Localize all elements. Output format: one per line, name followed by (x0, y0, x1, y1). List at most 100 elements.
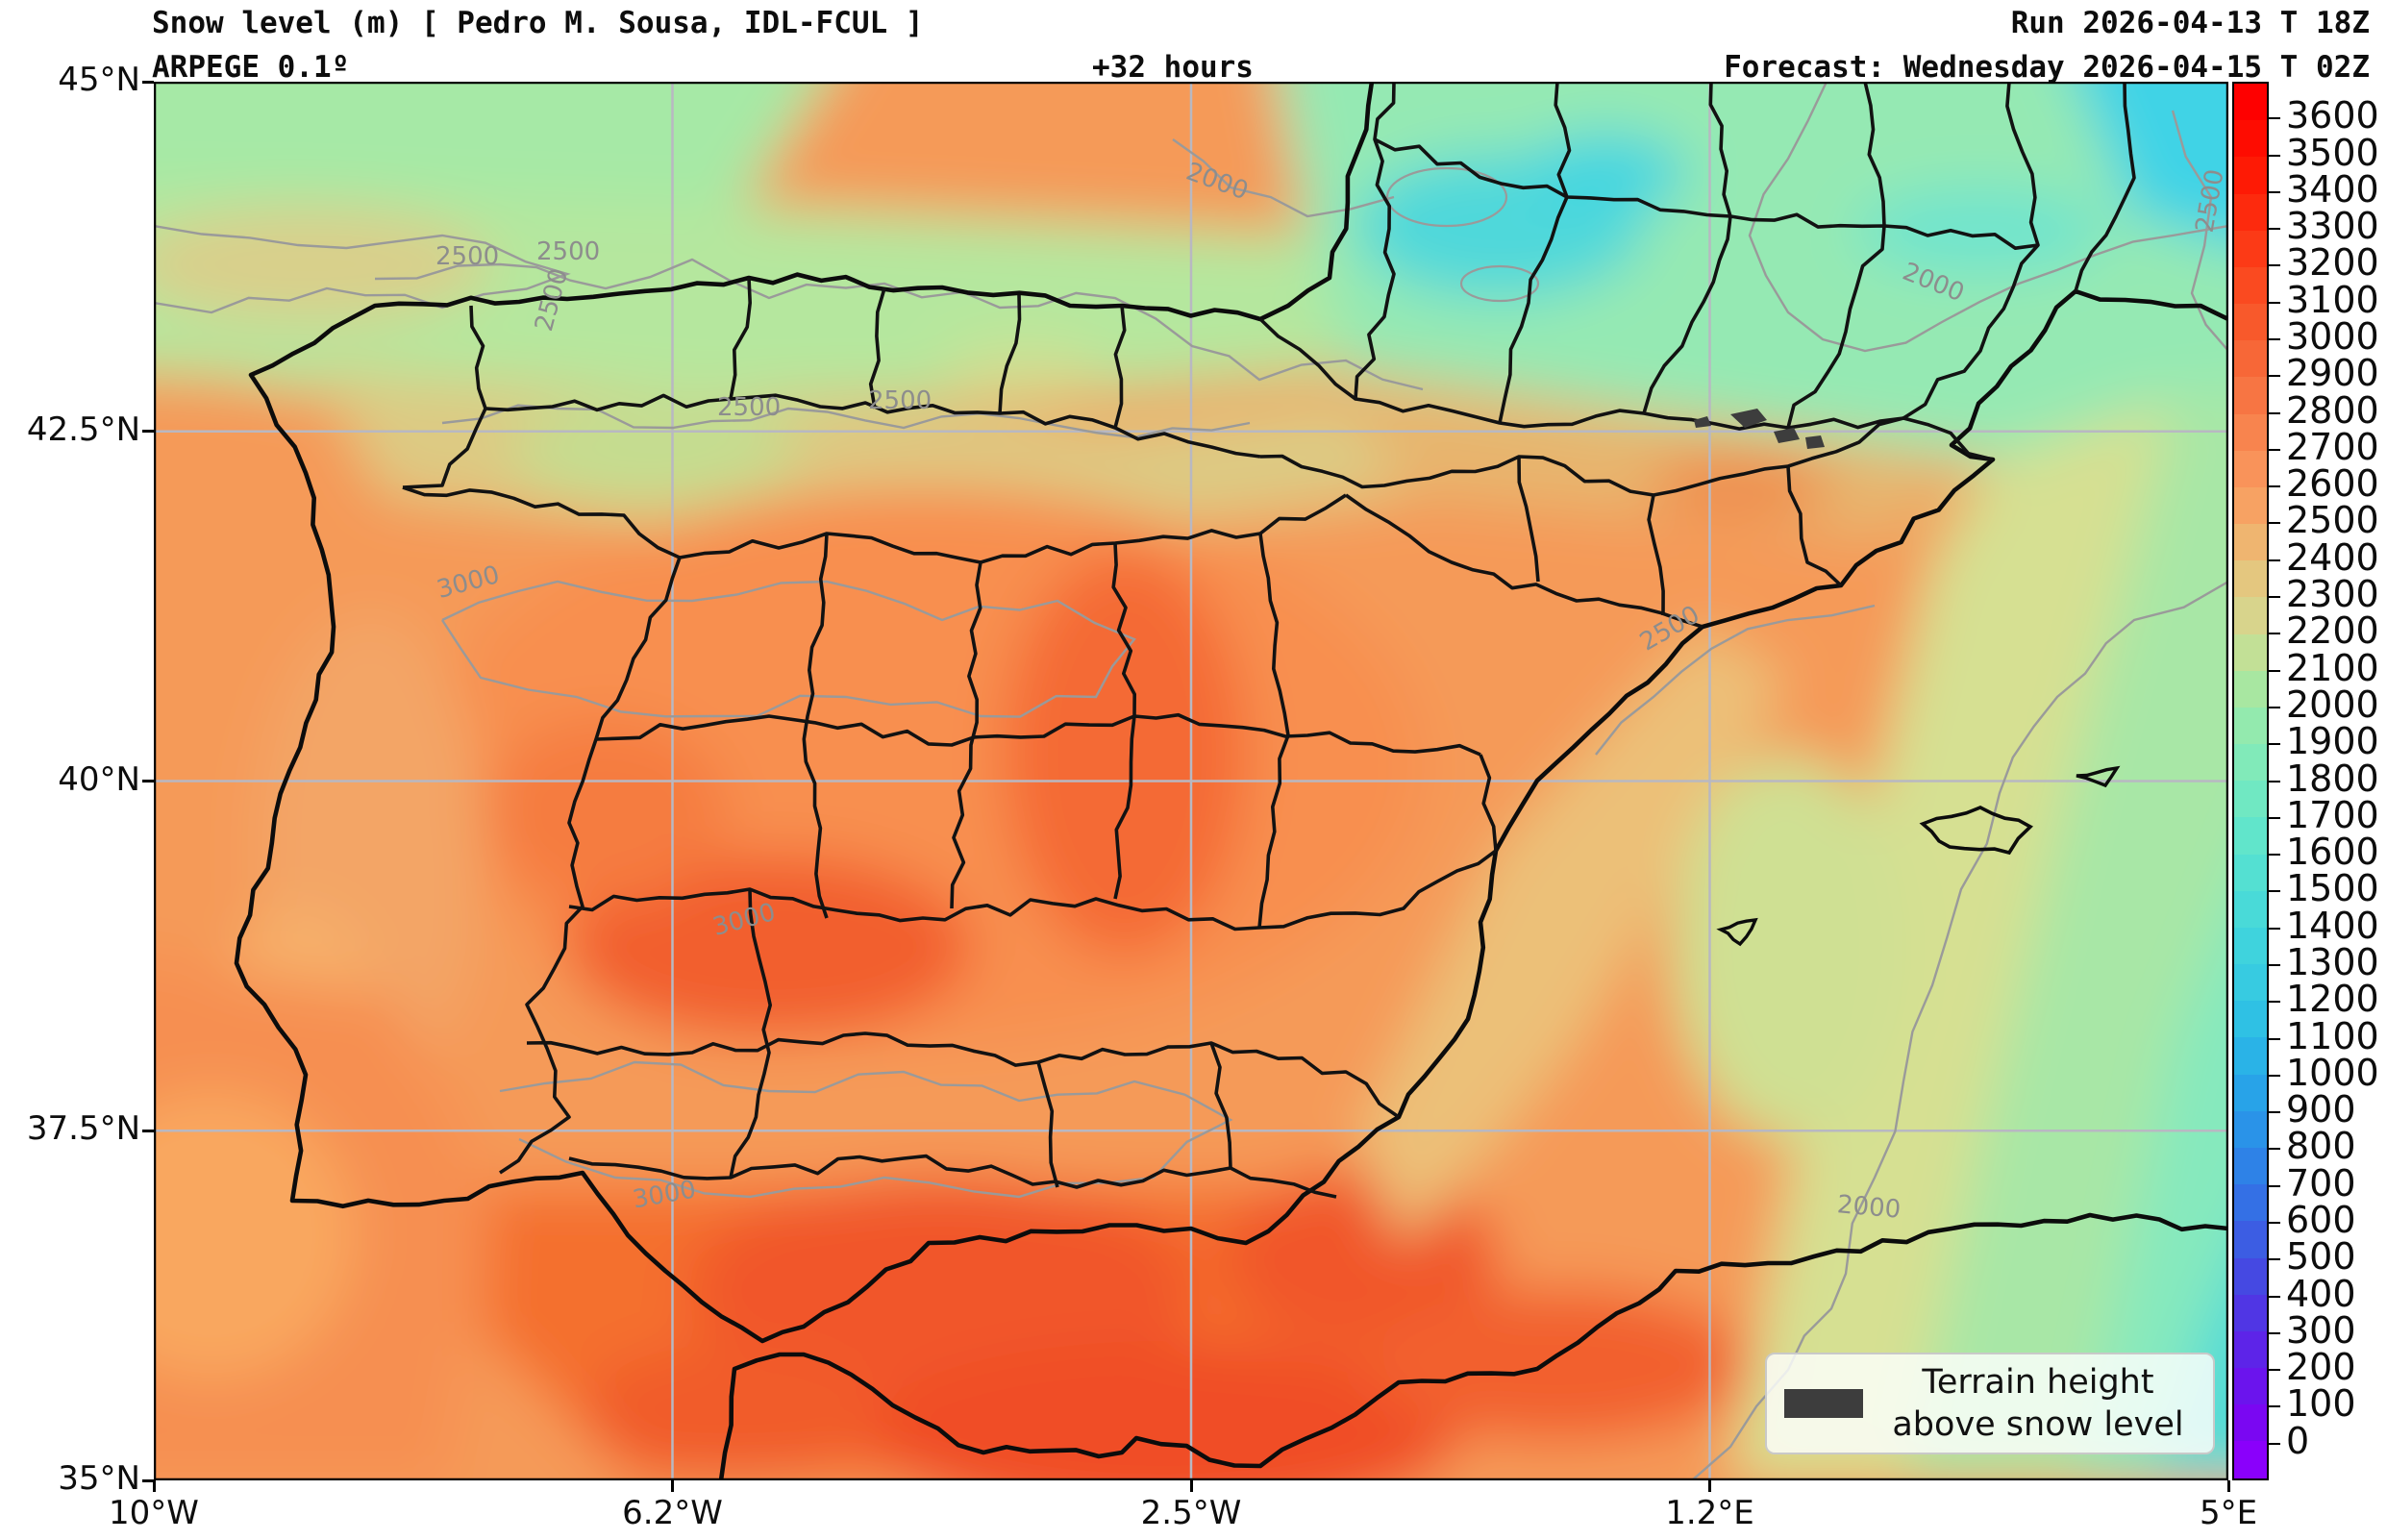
colorbar-tick-label: 3100 (2286, 278, 2379, 321)
map-plot-area: 2500 2500 2500 2500 2500 2500 2500 3000 3000 3000… (154, 82, 2230, 1480)
y-axis-tick (142, 780, 154, 782)
colorbar-band (2234, 450, 2267, 487)
x-axis-tick-label: 10°W (109, 1494, 199, 1532)
colorbar-tick (2269, 633, 2280, 635)
colorbar-band (2234, 1037, 2267, 1075)
colorbar-band (2234, 744, 2267, 782)
y-axis-tick-label: 45°N (58, 61, 140, 99)
colorbar-band (2234, 1257, 2267, 1295)
terrain-legend-line1: Terrain height (1922, 1362, 2154, 1402)
colorbar-tick (2269, 1148, 2280, 1151)
colorbar-tick-label: 1500 (2286, 867, 2379, 910)
colorbar-tick (2269, 1184, 2280, 1187)
colorbar-tick-label: 2900 (2286, 352, 2379, 395)
colorbar-tick (2269, 1074, 2280, 1077)
colorbar-tick (2269, 1037, 2280, 1040)
colorbar-tick-label: 1400 (2286, 904, 2379, 947)
colorbar-tick-label: 900 (2286, 1088, 2356, 1131)
colorbar-band (2234, 1110, 2267, 1148)
colorbar-band (2234, 413, 2267, 451)
colorbar-tick-label: 300 (2286, 1308, 2356, 1352)
x-axis-tick (1708, 1480, 1711, 1492)
colorbar-band (2234, 1074, 2267, 1111)
colorbar-tick (2269, 1442, 2280, 1445)
colorbar-tick (2269, 301, 2280, 304)
colorbar-tick (2269, 780, 2280, 782)
y-axis-tick (142, 430, 154, 434)
x-axis-tick (1189, 1480, 1193, 1492)
colorbar-tick (2269, 596, 2280, 599)
colorbar-tick-label: 2600 (2286, 462, 2379, 506)
x-axis-tick (2226, 1480, 2230, 1492)
colorbar-tick (2269, 816, 2280, 819)
colorbar-band (2234, 1330, 2267, 1369)
colorbar-tick-label: 2300 (2286, 573, 2379, 616)
terrain-legend: Terrain height above snow level (1765, 1353, 2215, 1454)
colorbar-tick-label: 2500 (2286, 499, 2379, 542)
colorbar-tick (2269, 927, 2280, 930)
colorbar-band (2234, 486, 2267, 525)
x-axis-tick-label: 2.5°W (1140, 1494, 1242, 1532)
colorbar-tick-label: 800 (2286, 1125, 2356, 1168)
colorbar-band (2234, 633, 2267, 671)
colorbar-band (2234, 230, 2267, 267)
colorbar-band (2234, 1404, 2267, 1442)
colorbar-tick-label: 0 (2286, 1419, 2310, 1462)
forecast-label: Forecast: Wednesday 2026-04-15 T 02Z (1724, 50, 2370, 85)
colorbar-tick-label: 3500 (2286, 131, 2379, 174)
colorbar-band (2234, 597, 2267, 634)
y-axis-tick (142, 80, 154, 84)
colorbar-tick-label: 2100 (2286, 646, 2379, 689)
colorbar-tick-label: 1900 (2286, 720, 2379, 763)
colorbar-tick (2269, 154, 2280, 157)
y-axis-tick (142, 1478, 154, 1482)
snow-level-contour-map (154, 82, 2228, 1480)
colorbar-band (2234, 304, 2267, 341)
colorbar-tick (2269, 706, 2280, 708)
colorbar-tick-label: 1000 (2286, 1051, 2379, 1094)
y-axis-tick (142, 1129, 154, 1132)
colorbar-band (2234, 1441, 2267, 1478)
colorbar-tick-label: 1300 (2286, 940, 2379, 983)
run-label: Run 2026-04-13 T 18Z (2010, 6, 2370, 40)
model-label: ARPEGE 0.1º (152, 50, 350, 85)
contour-label-2500: 2500 (717, 393, 782, 422)
colorbar-tick (2269, 190, 2280, 193)
colorbar-tick (2269, 522, 2280, 525)
contour-label-2000: 2000 (1835, 1190, 1902, 1225)
terrain-swatch (1784, 1389, 1863, 1418)
colorbar-tick (2269, 448, 2280, 451)
colorbar-tick (2269, 411, 2280, 414)
colorbar-tick-label: 3000 (2286, 315, 2379, 359)
terrain-legend-line2: above snow level (1892, 1405, 2184, 1444)
contour-label-2500: 2500 (536, 237, 601, 266)
colorbar-tick (2269, 1221, 2280, 1224)
x-axis-tick (152, 1480, 156, 1492)
colorbar-tick-label: 2400 (2286, 535, 2379, 579)
colorbar-tick-label: 700 (2286, 1161, 2356, 1205)
colorbar-tick (2269, 1258, 2280, 1261)
colorbar-tick-label: 1700 (2286, 793, 2379, 836)
colorbar-tick (2269, 890, 2280, 893)
colorbar-band (2234, 1001, 2267, 1038)
colorbar-band (2234, 964, 2267, 1002)
colorbar-tick (2269, 1405, 2280, 1408)
colorbar-tick-label: 1800 (2286, 757, 2379, 800)
colorbar-band (2234, 120, 2267, 158)
colorbar-tick-label: 3400 (2286, 167, 2379, 211)
colorbar-band (2234, 1147, 2267, 1185)
colorbar-band (2234, 1368, 2267, 1405)
colorbar-tick-label: 3200 (2286, 241, 2379, 285)
colorbar-tick (2269, 375, 2280, 378)
colorbar-band (2234, 377, 2267, 414)
y-axis-tick-label: 37.5°N (26, 1109, 140, 1149)
colorbar-band (2234, 890, 2267, 928)
y-axis-tick-label: 42.5°N (26, 410, 140, 449)
colorbar-tick (2269, 669, 2280, 672)
colorbar-tick-label: 1600 (2286, 831, 2379, 874)
colorbar-tick (2269, 559, 2280, 561)
colorbar-band (2234, 927, 2267, 965)
colorbar-tick-label: 2800 (2286, 388, 2379, 432)
colorbar-band (2234, 670, 2267, 708)
